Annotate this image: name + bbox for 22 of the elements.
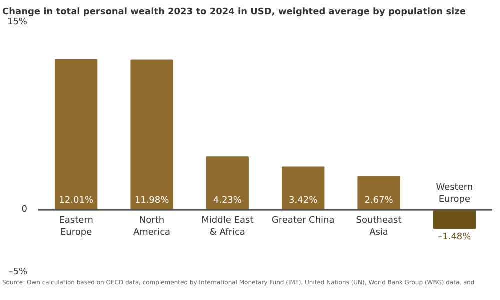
data-label: 2.67% — [364, 196, 394, 206]
data-label: 3.42% — [289, 196, 318, 206]
x-tick-label: Middle East & Africa — [202, 216, 254, 238]
bar — [206, 156, 249, 210]
bar — [282, 166, 325, 210]
data-label: 11.98% — [134, 196, 170, 206]
x-tick-label: Southeast Asia — [356, 216, 402, 238]
bar — [358, 176, 400, 210]
chart-title: Change in total personal wealth 2023 to 2024 in USD, weighted average by population size — [2, 8, 466, 18]
bar — [433, 210, 476, 229]
y-tick-label: 15% — [7, 18, 28, 28]
y-tick-label: –5% — [8, 268, 28, 278]
x-tick-label: Eastern Europe — [59, 216, 94, 238]
bar — [130, 60, 174, 210]
y-tick-label: 0 — [22, 205, 28, 215]
x-tick-label: North America — [133, 216, 171, 238]
x-tick-label: Greater China — [272, 216, 335, 226]
x-tick-label: Western Europe — [436, 183, 474, 205]
bar — [55, 59, 98, 210]
data-label: 4.23% — [213, 196, 242, 206]
data-label: –1.48% — [438, 232, 472, 242]
data-label: 12.01% — [59, 196, 94, 206]
